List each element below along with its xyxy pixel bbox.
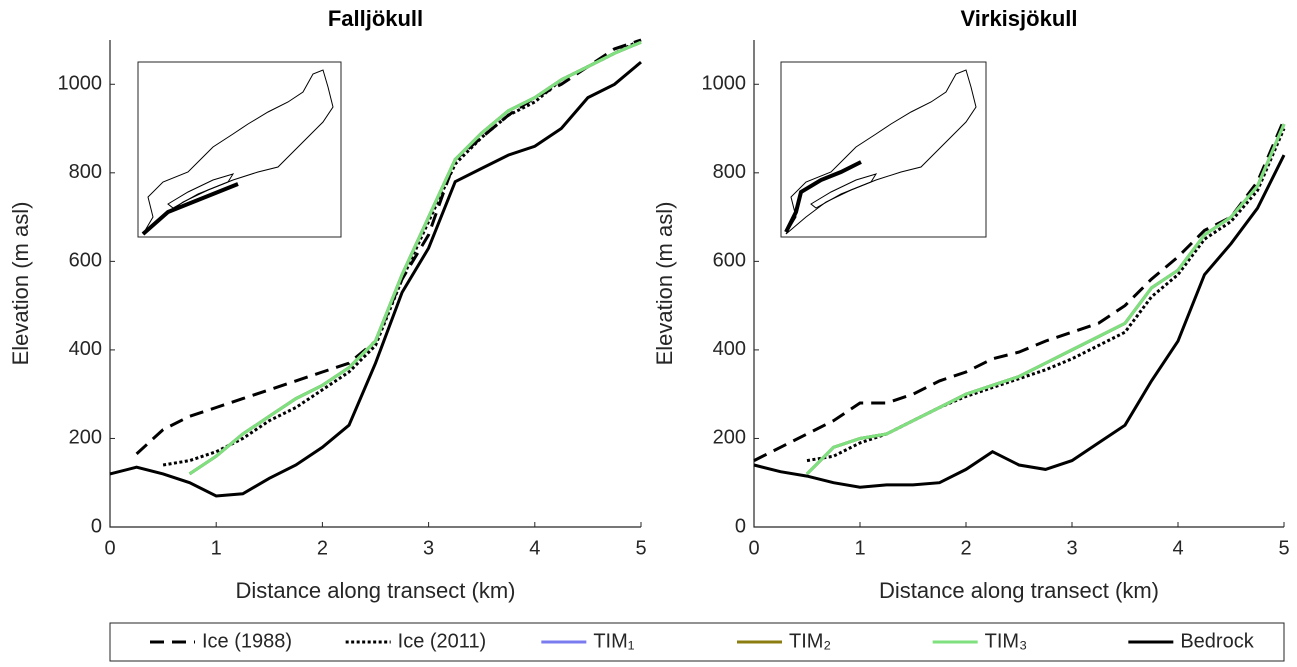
glacier-outline	[785, 69, 977, 235]
x-axis-label: Distance along transect (km)	[879, 578, 1159, 603]
y-tick-label: 0	[735, 515, 746, 537]
y-tick-label: 400	[713, 338, 746, 360]
x-tick-label: 1	[211, 537, 222, 559]
y-tick-label: 600	[713, 250, 746, 272]
panel: Falljökull Distance along transect (km) El…	[8, 6, 647, 603]
x-tick-label: 5	[1278, 537, 1289, 559]
inset-frame	[780, 61, 987, 238]
series-line	[753, 119, 1286, 462]
x-tick-label: 2	[960, 537, 971, 559]
x-tick-label: 1	[854, 537, 865, 559]
y-tick-label: 200	[69, 427, 102, 449]
x-tick-label: 0	[748, 537, 759, 559]
chart-title: Virkisjökull	[961, 6, 1078, 31]
y-tick-label: 0	[91, 515, 102, 537]
y-tick-label: 600	[69, 250, 102, 272]
x-tick-label: 4	[1172, 537, 1183, 559]
glacier-outline	[142, 69, 334, 235]
x-axis-label: Distance along transect (km)	[236, 578, 516, 603]
legend-label: Ice (1988)	[202, 630, 292, 652]
chart-title: Falljökull	[328, 6, 423, 31]
series-line	[109, 60, 642, 498]
series-line	[753, 154, 1286, 489]
y-tick-label: 1000	[58, 73, 103, 95]
y-tick-label: 800	[69, 161, 102, 183]
panel: Virkisjökull Distance along transect (km)…	[652, 6, 1290, 603]
inset-map	[780, 61, 987, 238]
y-tick-label: 1000	[702, 73, 747, 95]
x-tick-label: 0	[104, 537, 115, 559]
glacier-outline	[167, 173, 235, 209]
y-tick-label: 800	[713, 161, 746, 183]
y-tick-label: 200	[713, 427, 746, 449]
x-tick-label: 5	[635, 537, 646, 559]
series-line	[188, 40, 642, 476]
transect	[141, 182, 239, 236]
legend-label: Bedrock	[1180, 630, 1254, 652]
y-axis-label: Elevation (m asl)	[8, 202, 33, 366]
x-tick-label: 4	[529, 537, 540, 559]
series-line	[135, 38, 642, 456]
transect	[784, 160, 862, 233]
y-tick-label: 400	[69, 338, 102, 360]
x-tick-label: 2	[317, 537, 328, 559]
legend-label: TIM₁	[593, 630, 634, 652]
series-line	[162, 38, 642, 467]
legend	[109, 622, 1285, 662]
x-tick-label: 3	[1066, 537, 1077, 559]
series-line	[805, 123, 1286, 475]
glacier-outline	[810, 173, 878, 209]
legend-label: TIM₂	[789, 630, 831, 652]
legend-label: TIM₃	[985, 630, 1028, 652]
legend-label: Ice (2011)	[398, 630, 487, 652]
y-axis-label: Elevation (m asl)	[652, 202, 677, 366]
inset-frame	[137, 61, 342, 238]
x-tick-label: 3	[423, 537, 434, 559]
inset-map	[137, 61, 342, 238]
